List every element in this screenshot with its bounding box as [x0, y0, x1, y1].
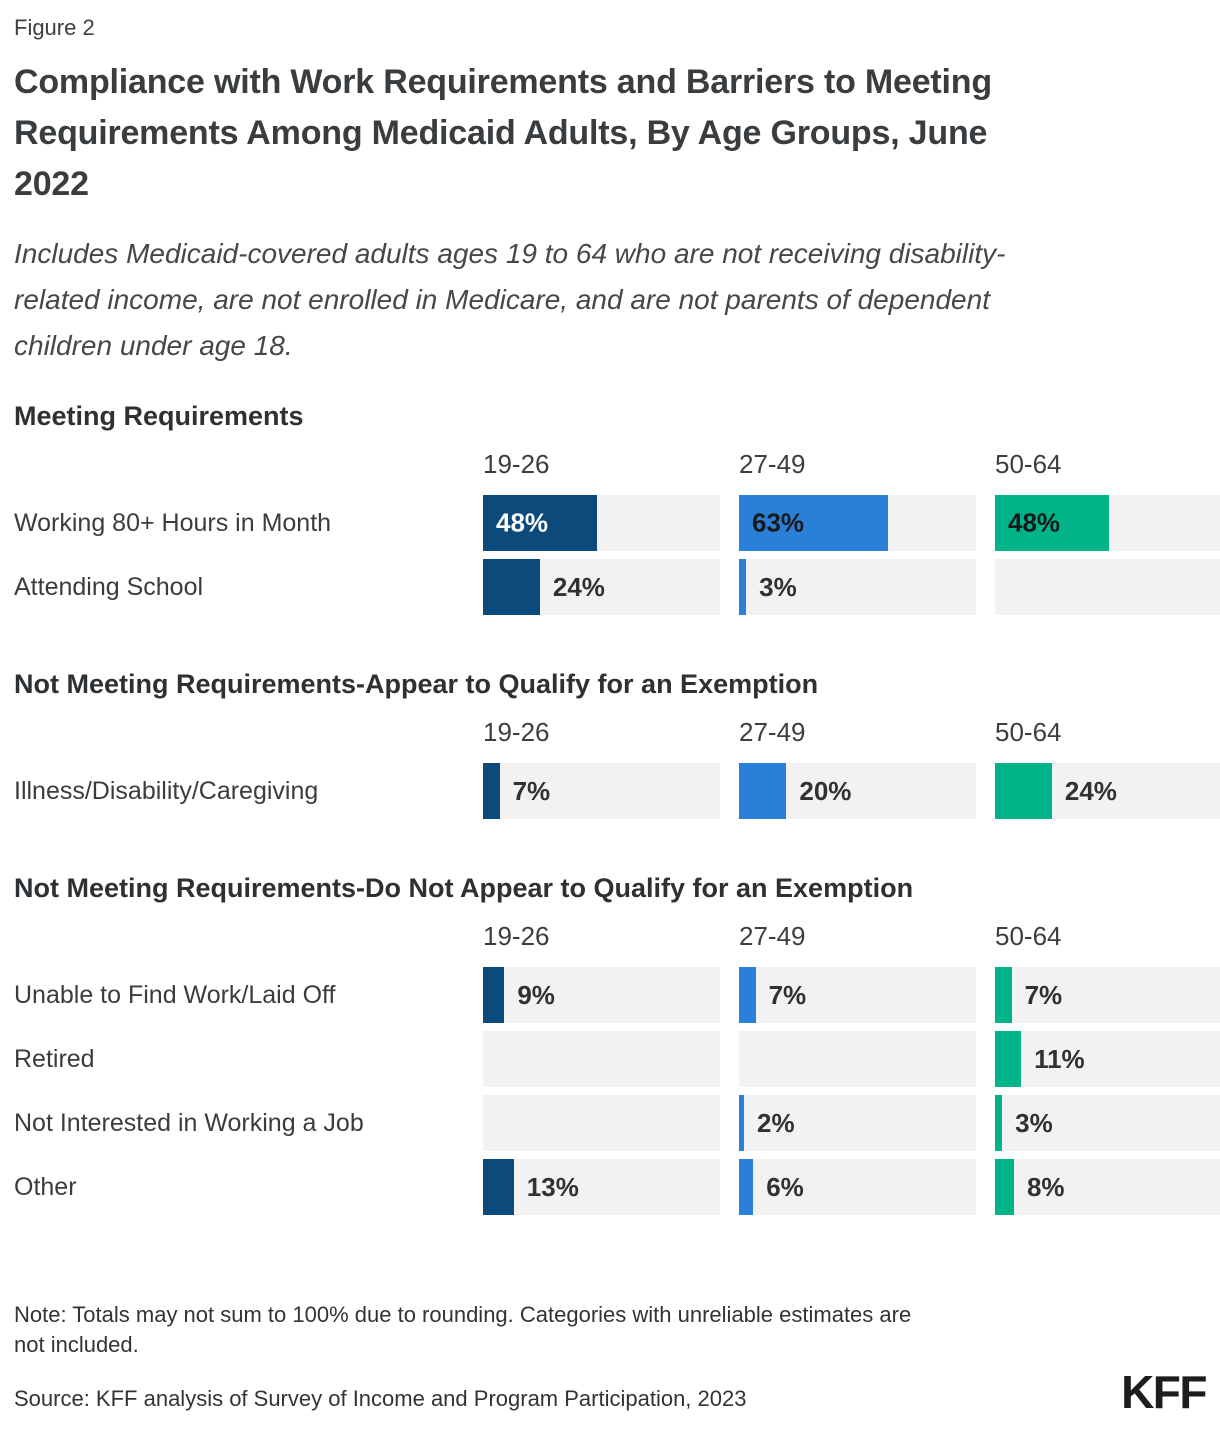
bar-fill [483, 559, 540, 615]
age-group-header: 19-26 [483, 921, 550, 951]
bar-track [483, 1031, 720, 1087]
section-header: Not Meeting Requirements-Do Not Appear t… [14, 873, 914, 903]
bar-fill [483, 763, 500, 819]
bar-row: Not Interested in Working a Job 2% 3% [14, 1095, 1220, 1151]
bar-track: 3% [739, 559, 976, 615]
bar-fill [995, 763, 1052, 819]
age-group-header: 19-26 [483, 449, 550, 479]
age-group-header: 27-49 [739, 921, 806, 951]
kff-logo: KFF [1121, 1366, 1207, 1418]
bar-track: 13% [483, 1159, 720, 1215]
bar-value-label: 48% [496, 507, 549, 538]
chart-section: Meeting Requirements 19-26 27-49 50-64 Worki… [14, 399, 1220, 615]
bar-track [995, 559, 1220, 615]
bar-fill [483, 967, 505, 1023]
bar-value-label: 2% [757, 1107, 795, 1138]
bar-fill [739, 1159, 754, 1215]
bar-fill [995, 1159, 1014, 1215]
bar-value-label: 24% [1064, 775, 1117, 806]
bar-value-label: 7% [1024, 979, 1063, 1010]
bar-track [483, 1095, 720, 1151]
figure-subtitle: Includes Medicaid-covered adults ages 19… [14, 238, 1006, 361]
figure-footer: Source: KFF analysis of Survey of Income… [14, 1366, 1214, 1418]
bar-track: 9% [483, 967, 720, 1023]
bar-row: Unable to Find Work/Laid Off 9% 7% 7% [14, 967, 1220, 1023]
bar-fill [739, 559, 747, 615]
age-group-header: 50-64 [995, 921, 1062, 951]
category-label: Unable to Find Work/Laid Off [14, 981, 336, 1009]
category-label: Attending School [14, 573, 204, 601]
age-group-header-row: 19-26 27-49 50-64 [14, 919, 1214, 953]
bar-value-label: 6% [766, 1171, 804, 1202]
section-header: Not Meeting Requirements-Appear to Quali… [14, 669, 819, 699]
bar-row: Other 13% 6% 8% [14, 1159, 1220, 1215]
bar-fill [995, 1031, 1022, 1087]
bar-track: 24% [483, 559, 720, 615]
bar-track: 48% [995, 495, 1220, 551]
age-group-header-row: 19-26 27-49 50-64 [14, 715, 1214, 749]
category-label: Working 80+ Hours in Month [14, 509, 332, 537]
age-group-header: 50-64 [995, 717, 1062, 747]
bar-fill [739, 763, 787, 819]
bar-value-label: 48% [1008, 507, 1061, 538]
age-group-header: 27-49 [739, 717, 806, 747]
category-label: Retired [14, 1045, 95, 1073]
category-label: Not Interested in Working a Job [14, 1109, 364, 1137]
bar-track: 3% [995, 1095, 1220, 1151]
bar-fill [995, 967, 1012, 1023]
bar-value-label: 9% [517, 979, 555, 1010]
bar-value-label: 8% [1026, 1171, 1065, 1202]
bar-row: Working 80+ Hours in Month 48% 63% 48% [14, 495, 1220, 551]
bar-track: 63% [739, 495, 976, 551]
grouped-bar-chart: Meeting Requirements 19-26 27-49 50-64 Worki… [14, 399, 1220, 1215]
category-label: Other [14, 1173, 77, 1201]
bar-value-label: 3% [1015, 1107, 1053, 1138]
bar-track: 7% [995, 967, 1220, 1023]
category-label: Illness/Disability/Caregiving [14, 777, 319, 805]
age-group-header-row: 19-26 27-49 50-64 [14, 447, 1214, 481]
bar-value-label: 63% [752, 507, 805, 538]
bar-fill [739, 967, 756, 1023]
bar-row: Illness/Disability/Caregiving 7% 20% 24% [14, 763, 1220, 819]
section-header: Meeting Requirements [14, 401, 304, 431]
bar-value-label: 11% [1034, 1043, 1085, 1074]
figure-label: Figure 2 [14, 15, 95, 40]
source-credit: Source: KFF analysis of Survey of Income… [14, 1386, 747, 1411]
age-group-header: 50-64 [995, 449, 1062, 479]
page-title: Compliance with Work Requirements and Ba… [14, 63, 992, 203]
bar-track: 7% [739, 967, 976, 1023]
bar-value-label: 7% [512, 775, 551, 806]
bar-value-label: 20% [799, 775, 852, 806]
bar-value-label: 13% [526, 1171, 579, 1202]
age-group-header: 27-49 [739, 449, 806, 479]
bar-fill [995, 495, 1109, 551]
bar-row: Attending School 24% 3% [14, 559, 1220, 615]
bar-fill [483, 1159, 514, 1215]
bar-track: 24% [995, 763, 1220, 819]
bar-value-label: 24% [552, 571, 605, 602]
bar-fill [739, 1095, 744, 1151]
footnote: Note: Totals may not sum to 100% due to … [14, 1302, 912, 1357]
age-group-header: 19-26 [483, 717, 550, 747]
bar-fill [739, 495, 889, 551]
bar-track: 8% [995, 1159, 1220, 1215]
bar-row: Retired 11% [14, 1031, 1220, 1087]
chart-section: Not Meeting Requirements-Appear to Quali… [14, 667, 1220, 819]
bar-fill [483, 495, 597, 551]
bar-track: 48% [483, 495, 720, 551]
chart-section: Not Meeting Requirements-Do Not Appear t… [14, 871, 1220, 1215]
bar-track: 7% [483, 763, 720, 819]
bar-fill [995, 1095, 1003, 1151]
bar-value-label: 3% [759, 571, 797, 602]
bar-track: 2% [739, 1095, 976, 1151]
bar-track: 6% [739, 1159, 976, 1215]
bar-track: 20% [739, 763, 976, 819]
bar-track: 11% [995, 1031, 1220, 1087]
bar-value-label: 7% [768, 979, 807, 1010]
bar-track [739, 1031, 976, 1087]
